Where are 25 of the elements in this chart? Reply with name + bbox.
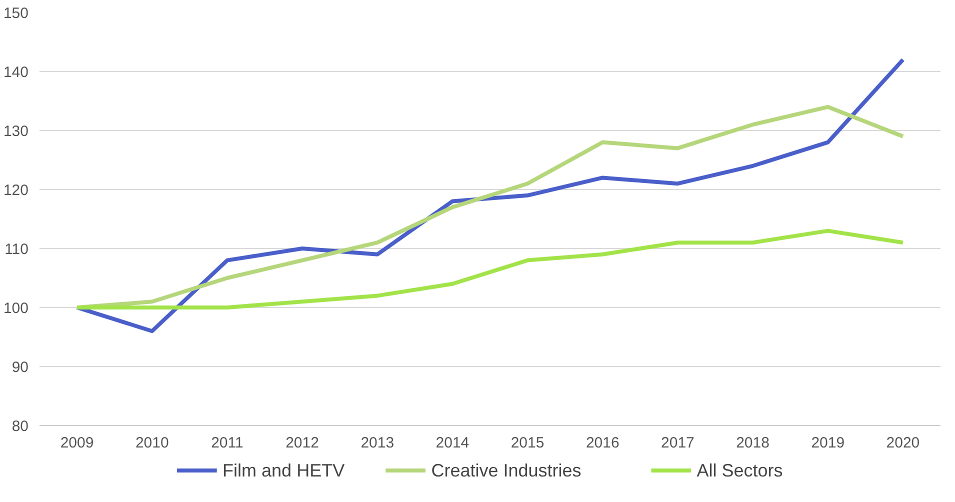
legend-label: Creative Industries [431, 460, 582, 480]
x-tick-label: 2018 [736, 434, 770, 452]
y-tick-label: 120 [3, 182, 29, 199]
line-series [75, 58, 905, 334]
y-tick-label: 130 [3, 123, 29, 140]
line-series [75, 228, 905, 310]
y-tick-label: 100 [3, 300, 29, 317]
x-tick-label: 2016 [586, 434, 620, 452]
x-tick-label: 2019 [811, 434, 845, 452]
legend-label: Film and HETV [222, 460, 345, 480]
x-tick-label: 2017 [661, 434, 694, 452]
y-tick-label: 80 [12, 418, 29, 435]
x-tick-label: 2011 [211, 434, 244, 452]
x-tick-label: 2009 [60, 434, 94, 452]
x-tick-label: 2012 [286, 434, 319, 452]
y-tick-label: 90 [12, 359, 29, 376]
y-tick-label: 140 [3, 64, 29, 81]
legend-label: All Sectors [696, 460, 783, 480]
y-tick-label: 150 [3, 5, 29, 22]
x-tick-label: 2013 [360, 434, 394, 452]
y-tick-label: 110 [4, 241, 29, 258]
x-tick-label: 2020 [886, 434, 920, 452]
x-tick-label: 2010 [135, 434, 169, 452]
x-tick-label: 2015 [510, 434, 544, 452]
x-tick-label: 2014 [436, 434, 470, 452]
